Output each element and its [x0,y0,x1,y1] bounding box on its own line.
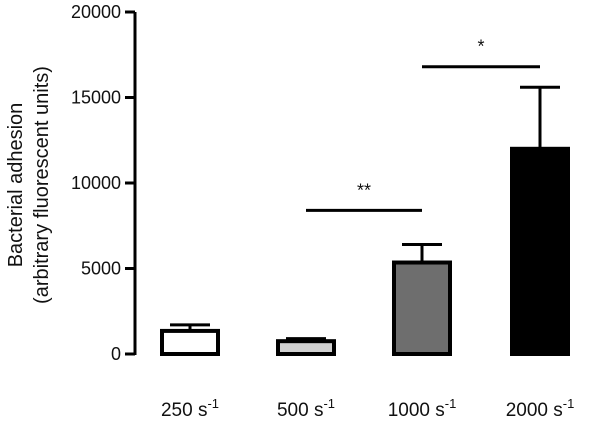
x-category-label-3: 2000 s-1 [506,396,575,421]
significance-label-1: * [477,37,484,57]
bar-2 [392,260,452,357]
y-tick-label-2: 10000 [71,173,121,193]
bar-3 [510,146,570,356]
y-tick-label-0: 0 [111,344,121,364]
bar-1 [276,339,336,356]
y-axis-label: Bacterial adhesion [5,103,27,268]
plot-area: 0 5000 10000 15000 20000 250 s-1 500 s-1 1000 s… [71,2,574,421]
x-category-label-1: 500 s-1 [277,396,335,421]
y-axis-title: Bacterial adhesion (arbitrary fluorescen… [5,66,53,304]
y-tick-label-1: 5000 [81,259,121,279]
y-tick-label-3: 15000 [71,88,121,108]
x-category-label-0: 250 s-1 [161,396,219,421]
x-category-label-2: 1000 s-1 [388,396,457,421]
y-tick-label-4: 20000 [71,2,121,22]
y-axis-sublabel: (arbitrary fluorescent units) [31,66,53,304]
bar-0 [160,328,220,357]
significance-label-0: ** [357,180,371,200]
